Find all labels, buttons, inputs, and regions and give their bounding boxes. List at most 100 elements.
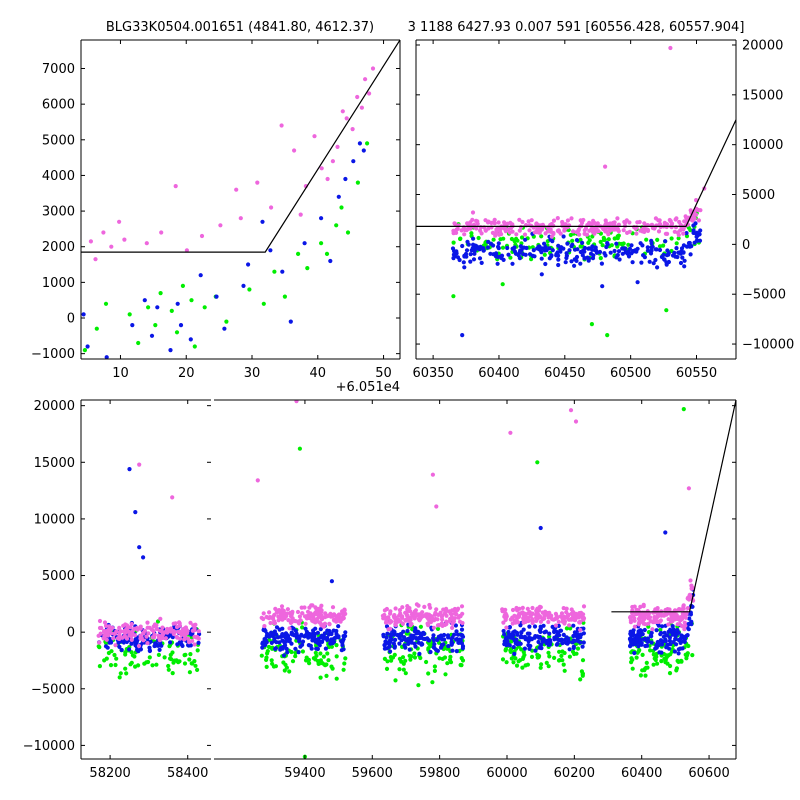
b-series_c-point [136,643,142,649]
tr-series_b-point [565,241,570,246]
tl-series_c-point [255,180,260,185]
b-series_b-point [562,637,567,643]
b-series_c-point [267,615,273,620]
b-series_b-point [402,643,407,648]
tr-series_a-point [657,244,663,249]
b-series_c-outlier [255,478,260,483]
b-series_c-point [427,602,432,608]
b-series_b-point [661,634,666,639]
b-series_a-outlier [535,460,540,465]
tr-series_b-point [451,252,456,257]
b-series_a-point [536,655,541,660]
b-series_a-point [575,646,581,651]
b2-x-tick-label: 59800 [419,766,460,781]
b-series_a-point [326,658,331,663]
b-series_b-point [302,634,307,639]
tl-series_c-point [359,105,364,110]
b-series_c-point [124,623,130,628]
title-left: BLG33K0504.001651 (4841.80, 4612.37) [106,20,374,35]
tr-series_c-point [569,216,574,221]
b-series_a-point [538,665,543,670]
b-series_b-point [393,637,398,643]
b-series_a-point [108,663,114,668]
b-series_c-point [295,609,301,615]
b-series_a-point [341,667,346,672]
b-series_c-point [520,605,525,611]
b-series_c-point [530,619,535,624]
tl-series_c-point [292,148,297,153]
b-series_b-point [521,627,526,632]
b-series_c-point [107,624,112,629]
tl-series_b-point [302,241,307,246]
tl-series_c-point [279,123,284,128]
tr-series_c-point [603,164,608,169]
b-series_c-point [314,619,319,624]
b-series_a-point [318,675,323,680]
b-series_b-point [299,632,304,637]
b-series_b-point [642,627,647,633]
tr-series_b-point [594,250,600,255]
b-series_b-point [285,650,290,655]
b-series_a-point [561,662,566,667]
b-series_c-point [686,595,691,600]
tr-series_c-point [522,232,528,237]
tr-series_c-point [551,230,556,236]
tr-series_b-point [543,244,548,250]
b-series_b-point [325,628,330,633]
tl-series_a-point [180,283,185,288]
b-series_b-point [196,640,201,646]
b-series_c-point [297,614,302,619]
tr-series_c-point [662,220,667,225]
tr-series_b-point [556,257,561,262]
tr-series_c-point [657,218,662,223]
tl-series_a-point [319,241,324,246]
tr-series_c-point [570,229,576,234]
tr-series_a-point [469,231,474,236]
b-series_c-point [145,625,150,630]
b-series_a-point [314,653,319,658]
b-series_c-point [641,604,646,609]
b-series_b-point [632,650,637,656]
b-series_c-point [553,623,559,628]
b-series_c-point [569,607,574,612]
b-series_a-point [460,658,466,663]
tl-series_a-point [136,340,141,346]
b-series_a-point [343,656,348,661]
b-series_c-point [682,620,687,625]
b-series_b-point [557,633,562,638]
tr-series_a-point [664,308,669,313]
tr-series_b-point [499,255,504,261]
tr-series_b-point [678,260,684,266]
tl-series_c-point [367,91,372,96]
tr-series_b-point [461,260,466,265]
b-series_a-point [269,658,274,663]
tr-series_b-point [590,256,596,261]
tl-series_a-point [282,294,287,299]
b-series_c-point [534,611,539,617]
b-series_a-point [648,648,653,653]
tr-plot-area [416,45,736,338]
tr-series_b-point [630,260,635,265]
b-series_a-point [557,658,562,663]
b-series_c-point [192,642,197,647]
tr-series_c-point [615,216,620,221]
b-series_b-point [571,644,576,649]
tl-y-tick-label: 4000 [42,169,75,184]
b-series_b-point [654,643,659,648]
tr-x-tick-label: 60550 [676,366,717,381]
b-series_c-point [296,621,302,626]
b-series_c-point [261,611,266,616]
tr-series_b-point [665,248,670,253]
b-series_c-point [177,620,182,625]
b-series_c-outlier [294,400,299,404]
b-series_a-point [638,673,644,678]
b-series_b-point [260,641,265,646]
tr-series_b-point [451,256,456,261]
tr-x-tick-label: 60450 [544,366,585,381]
b-series_c-point [526,618,531,624]
b-series_b-point [671,639,676,645]
tr-series_a-point [626,242,631,247]
b-series_c-point [327,622,332,627]
b-series_b-point [561,632,566,638]
b1-y-tick-label: −5000 [31,682,75,697]
